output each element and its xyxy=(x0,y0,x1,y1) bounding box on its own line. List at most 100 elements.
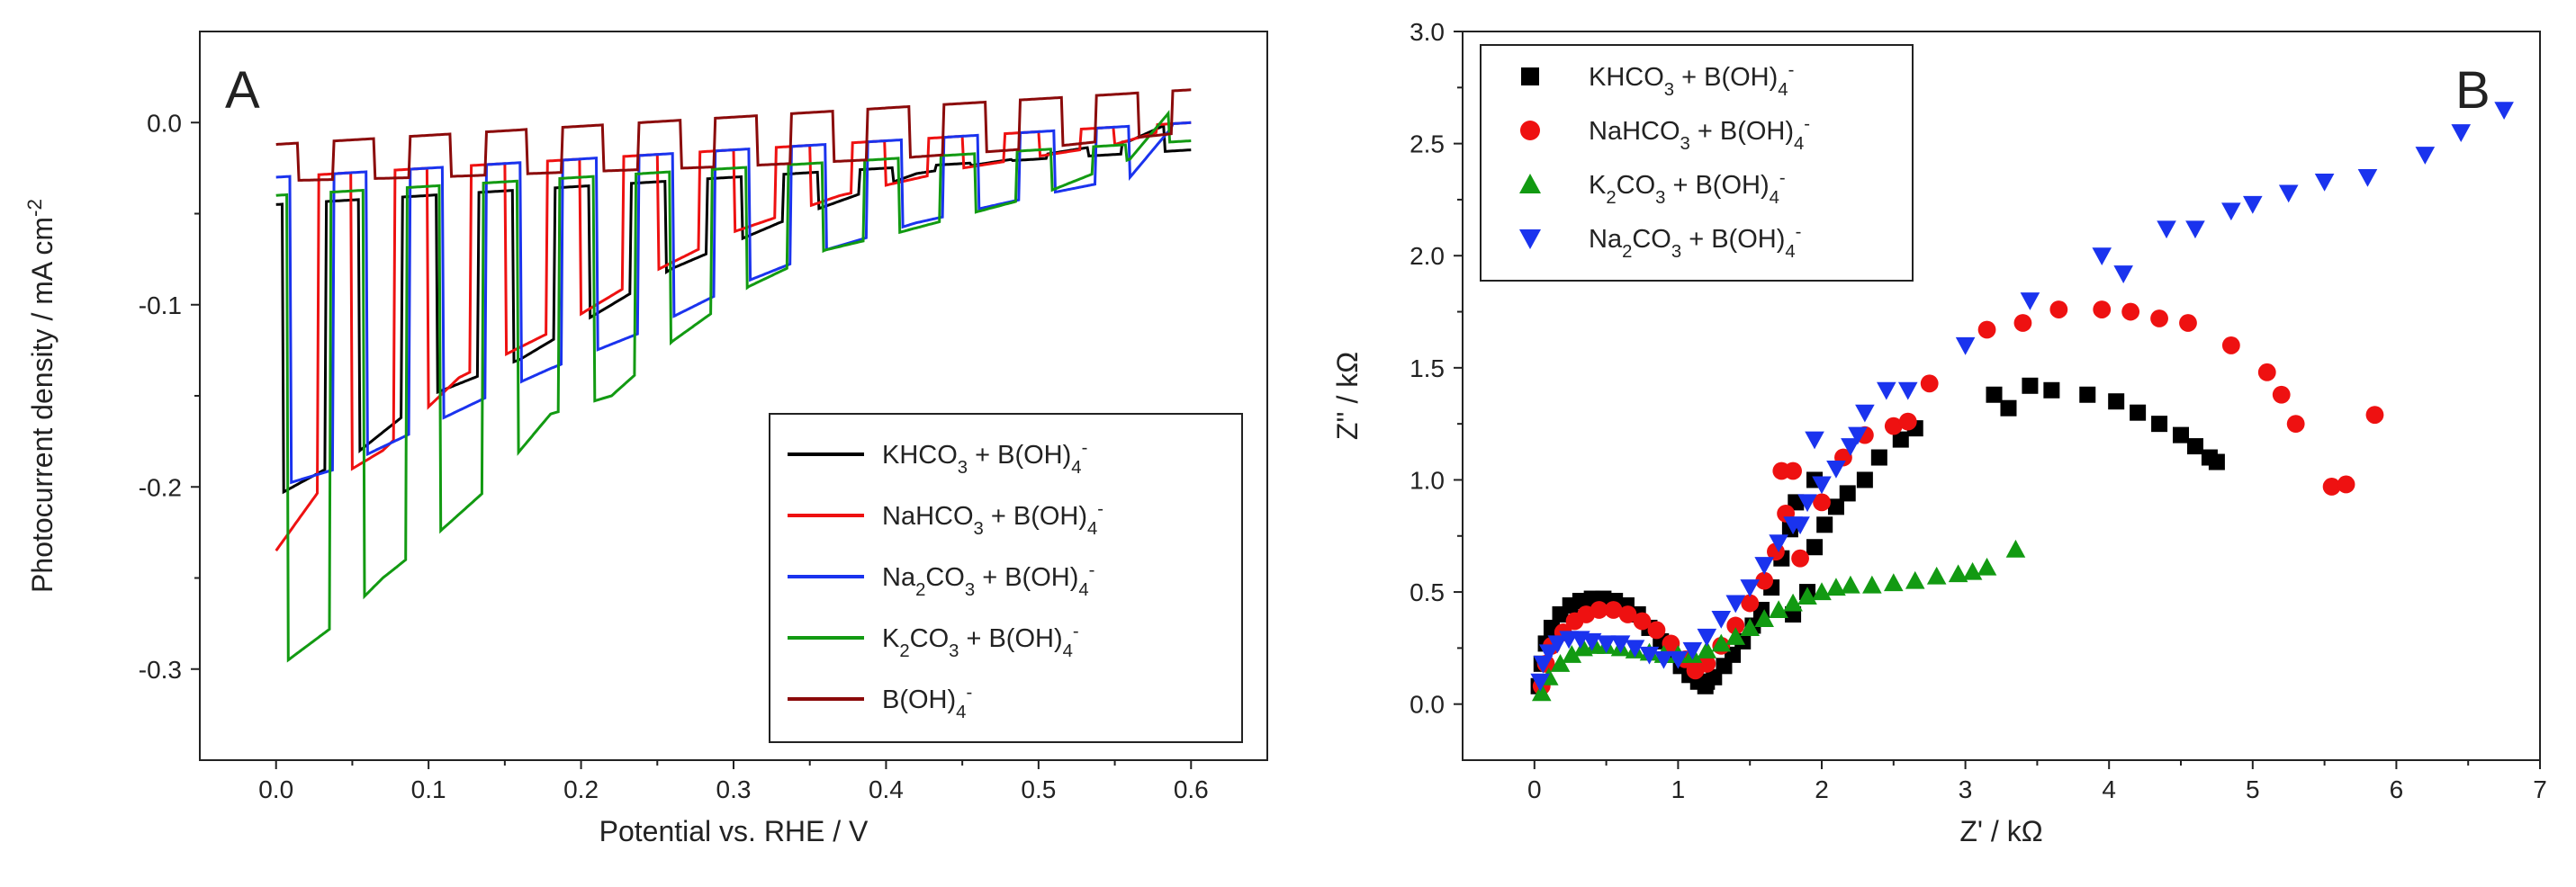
data-point xyxy=(1948,564,1968,583)
data-point xyxy=(2208,453,2225,470)
legend-label-2-part: 2 xyxy=(1606,188,1616,208)
legend-label-1-part: 4 xyxy=(1794,134,1804,154)
legend-label-2-part: 3 xyxy=(1655,188,1665,208)
y-tick-label: 1.5 xyxy=(1410,354,1445,382)
y-tick-label: 0.0 xyxy=(1410,691,1445,719)
x-tick-label: 0.5 xyxy=(1021,775,1056,803)
data-point xyxy=(1639,646,1660,665)
y-tick-label: -0.1 xyxy=(139,291,182,319)
legend-label-2-part: 2 xyxy=(915,580,925,600)
legend-label-3-part: Na xyxy=(1589,225,1623,254)
data-point xyxy=(1862,575,1882,594)
series-line-3 xyxy=(275,110,1192,663)
data-point xyxy=(1855,404,1875,423)
x-tick-label: 7 xyxy=(2533,775,2547,803)
data-point xyxy=(1926,566,1947,585)
data-point xyxy=(1870,449,1887,466)
legend-label-1-part: NaHCO xyxy=(1589,117,1680,146)
data-point xyxy=(2013,314,2032,332)
plot-frame xyxy=(1462,31,2541,761)
legend-label-3-part: + B(OH) xyxy=(959,624,1062,653)
y-tick-label: -0.3 xyxy=(139,656,182,684)
data-point xyxy=(1711,633,1732,652)
y-tick-label: -0.2 xyxy=(139,473,182,501)
data-point xyxy=(1711,610,1732,629)
data-point xyxy=(1725,595,1746,614)
data-point xyxy=(2092,247,2112,266)
data-point xyxy=(1905,570,1925,589)
x-tick-label: 1 xyxy=(1671,775,1686,803)
legend-marker-1 xyxy=(1520,121,1540,140)
y-tick-label: 0.0 xyxy=(147,109,182,137)
data-point xyxy=(1856,471,1873,488)
legend-label-0-part: - xyxy=(1788,60,1795,80)
data-point xyxy=(1682,641,1703,660)
legend-marker-2 xyxy=(1519,174,1541,193)
data-point xyxy=(1813,493,1831,512)
x-tick-label: 2 xyxy=(1815,775,1829,803)
data-point xyxy=(1698,654,1716,673)
legend-label-2: K2CO3 + B(OH)4- xyxy=(1589,168,1786,208)
data-point xyxy=(1977,320,1996,339)
legend-label-2-part: K xyxy=(1589,171,1607,200)
data-point xyxy=(1841,438,1860,456)
data-point xyxy=(1653,650,1674,669)
data-point xyxy=(2108,393,2125,410)
data-point xyxy=(1797,587,1817,605)
data-point xyxy=(2221,202,2241,221)
data-point xyxy=(1726,616,1745,635)
data-point xyxy=(2049,300,2068,318)
legend-label-3-part: K xyxy=(882,624,900,653)
data-point xyxy=(2357,169,2378,187)
data-point xyxy=(2494,102,2514,121)
data-point xyxy=(2365,406,2384,425)
data-point xyxy=(1955,336,1976,355)
x-tick-label: 3 xyxy=(1959,775,1973,803)
legend-label-1: NaHCO3 + B(OH)4- xyxy=(882,499,1103,539)
data-point xyxy=(1841,575,1860,594)
legend-label-3-part: 2 xyxy=(899,641,909,661)
legend-label-3-part: 2 xyxy=(1622,242,1632,262)
legend-label-3: K2CO3 + B(OH)4- xyxy=(882,622,1079,661)
data-point xyxy=(2005,539,2026,558)
legend-label-3-part: 3 xyxy=(949,641,959,661)
series-line-4 xyxy=(275,88,1192,182)
panel-label-a: A xyxy=(225,61,260,120)
legend-label-1-part: NaHCO xyxy=(882,502,974,531)
data-point xyxy=(2314,173,2335,192)
legend-label-0-part: 4 xyxy=(1071,458,1081,478)
series-1 xyxy=(1532,300,2384,695)
data-point xyxy=(1596,635,1617,654)
legend-label-0: KHCO3 + B(OH)4- xyxy=(882,438,1087,478)
legend-label-0-part: + B(OH) xyxy=(968,441,1071,470)
data-point xyxy=(2173,426,2189,444)
x-axis-title: Potential vs. RHE / V xyxy=(599,815,869,847)
data-point xyxy=(2150,309,2168,327)
legend-label-4: B(OH)4- xyxy=(882,683,972,722)
data-point xyxy=(2257,363,2276,381)
x-axis-title: Z' / kΩ xyxy=(1959,815,2042,847)
data-point xyxy=(1805,431,1824,450)
legend-label-0-part: 3 xyxy=(1664,80,1674,100)
data-point xyxy=(2022,377,2039,394)
data-point xyxy=(1662,634,1680,653)
legend-label-0-part: KHCO xyxy=(1589,63,1664,92)
x-tick-label: 0.3 xyxy=(716,775,752,803)
legend-b: KHCO3 + B(OH)4-NaHCO3 + B(OH)4-K2CO3 + B… xyxy=(1480,44,1914,282)
data-point xyxy=(1898,412,1917,431)
legend-label-2: Na2CO3 + B(OH)4- xyxy=(882,560,1094,600)
chart-panel-a: 0.0 0.1 0.2 0.3 0.4 0.5 0.6 0.0 -0.1 -0.2 -0.3 Pote… xyxy=(23,31,1268,847)
data-point xyxy=(1741,594,1760,613)
legend-label-2-part: 3 xyxy=(965,580,975,600)
data-point xyxy=(1839,485,1856,502)
data-point xyxy=(1697,641,1717,659)
data-point xyxy=(1920,374,1939,393)
legend-label-0-part: + B(OH) xyxy=(1674,63,1778,92)
legend-label-3: Na2CO3 + B(OH)4- xyxy=(1589,222,1801,262)
data-point xyxy=(1610,635,1631,654)
data-point xyxy=(1892,431,1909,448)
data-point xyxy=(1848,426,1868,445)
data-point xyxy=(1884,417,1903,435)
legend-label-2-part: Na xyxy=(882,563,916,592)
data-point xyxy=(2221,336,2240,354)
